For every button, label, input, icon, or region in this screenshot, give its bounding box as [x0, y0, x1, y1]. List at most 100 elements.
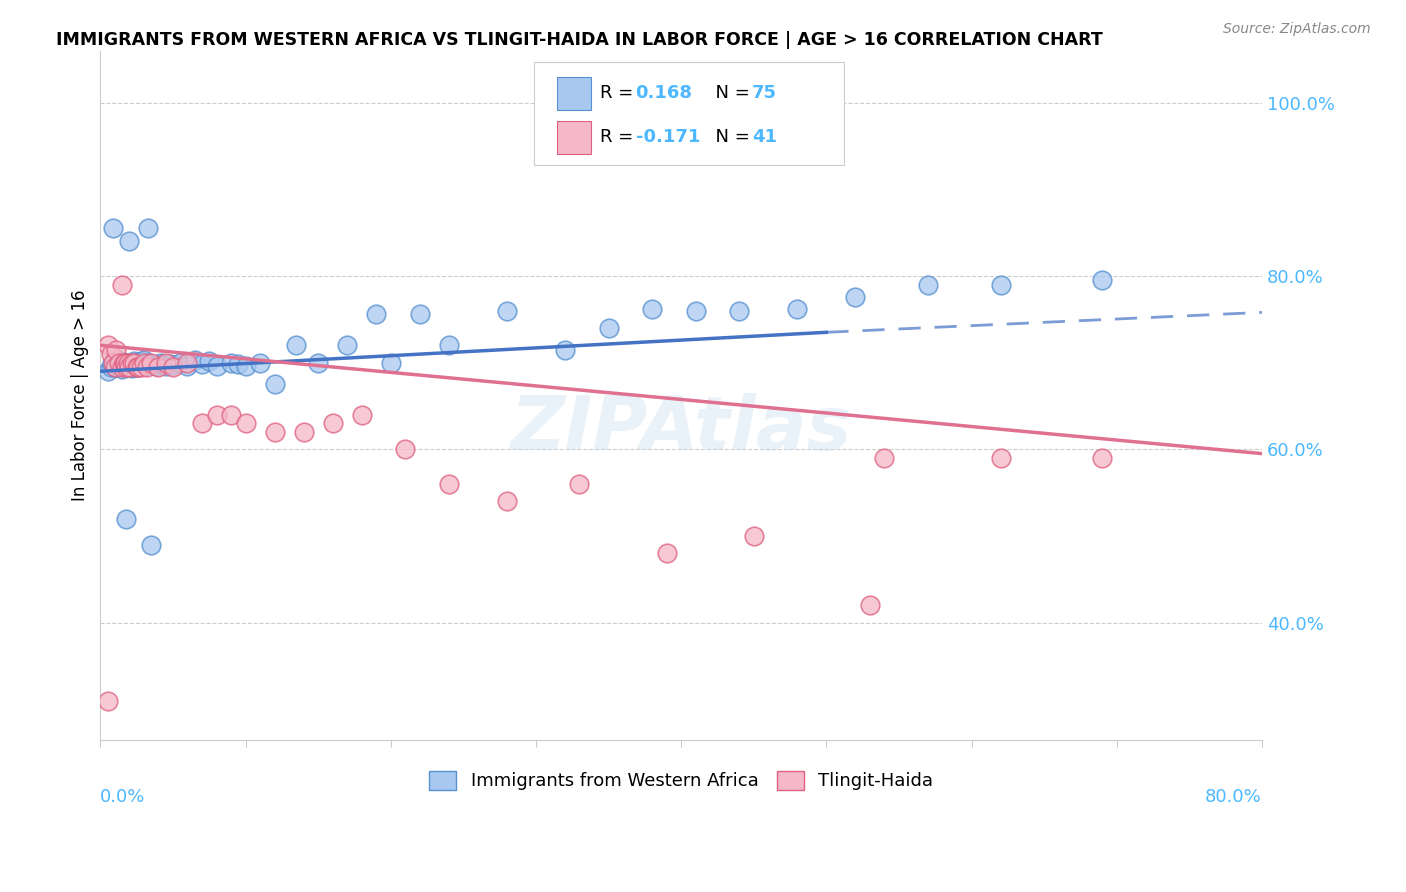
Point [263, 425, 285, 439]
Point [219, 408, 242, 422]
Point [125, 359, 148, 374]
Point [437, 338, 460, 352]
Point [990, 277, 1012, 292]
Point [198, 354, 221, 368]
Point [554, 343, 576, 357]
Point [129, 359, 152, 374]
Point [112, 356, 135, 370]
Point [108, 356, 131, 370]
Text: N =: N = [704, 128, 756, 146]
Point [104, 357, 127, 371]
Point [105, 358, 128, 372]
Point [496, 494, 519, 508]
Point [191, 357, 214, 371]
Point [111, 361, 134, 376]
Point [176, 359, 198, 373]
Point [114, 357, 136, 371]
Point [115, 356, 138, 370]
Point [124, 359, 146, 374]
Point [100, 359, 122, 374]
Point [132, 359, 155, 373]
Point [191, 417, 214, 431]
Point [117, 359, 139, 373]
Point [128, 359, 150, 373]
Point [437, 477, 460, 491]
Point [122, 356, 145, 370]
Point [136, 356, 159, 370]
Point [148, 359, 170, 374]
Point [135, 357, 157, 371]
Point [111, 355, 134, 369]
Point [118, 357, 141, 371]
Point [728, 303, 751, 318]
Point [97, 693, 120, 707]
Point [111, 358, 134, 372]
Point [409, 307, 432, 321]
Point [249, 356, 271, 370]
Point [104, 359, 127, 374]
Point [873, 450, 896, 465]
Point [112, 359, 135, 373]
Point [97, 338, 120, 352]
Point [100, 347, 122, 361]
Point [380, 356, 402, 370]
Point [121, 356, 143, 370]
Point [108, 353, 131, 368]
Point [122, 354, 145, 368]
Point [145, 359, 167, 373]
Point [103, 356, 125, 370]
Point [1091, 273, 1114, 287]
Point [111, 277, 134, 292]
Point [235, 359, 257, 373]
Point [111, 359, 134, 374]
Point [115, 359, 138, 374]
Point [110, 359, 132, 374]
Point [125, 358, 148, 372]
Point [120, 358, 142, 372]
Point [292, 425, 315, 439]
Point [1091, 450, 1114, 465]
Point [183, 353, 205, 368]
Point [205, 359, 228, 373]
Text: 41: 41 [752, 128, 778, 146]
Point [127, 359, 149, 374]
Point [129, 354, 152, 368]
Point [132, 356, 155, 370]
Point [105, 343, 128, 357]
Point [219, 356, 242, 370]
Point [641, 301, 664, 316]
Point [121, 356, 143, 370]
Y-axis label: In Labor Force | Age > 16: In Labor Force | Age > 16 [72, 289, 89, 501]
Point [162, 359, 184, 374]
Point [307, 356, 329, 370]
Point [917, 277, 939, 292]
Point [155, 359, 177, 373]
Point [118, 359, 141, 374]
Point [568, 477, 591, 491]
Point [205, 408, 228, 422]
Point [135, 359, 157, 374]
Text: 75: 75 [752, 84, 778, 102]
Point [169, 356, 191, 370]
Point [322, 417, 344, 431]
Point [127, 359, 149, 374]
Text: Source: ZipAtlas.com: Source: ZipAtlas.com [1223, 22, 1371, 37]
Point [107, 356, 129, 370]
Point [990, 450, 1012, 465]
Text: ZIPAtlas: ZIPAtlas [510, 393, 852, 466]
Point [598, 321, 620, 335]
Point [141, 356, 163, 370]
Point [121, 360, 143, 375]
Point [125, 356, 148, 370]
Point [366, 307, 388, 321]
Point [350, 408, 373, 422]
Point [844, 290, 866, 304]
Point [150, 356, 173, 370]
Point [104, 359, 127, 374]
Point [226, 357, 249, 371]
Text: IMMIGRANTS FROM WESTERN AFRICA VS TLINGIT-HAIDA IN LABOR FORCE | AGE > 16 CORREL: IMMIGRANTS FROM WESTERN AFRICA VS TLINGI… [56, 31, 1102, 49]
Point [176, 356, 198, 370]
Point [104, 354, 127, 368]
Point [496, 303, 519, 318]
Point [127, 356, 149, 370]
